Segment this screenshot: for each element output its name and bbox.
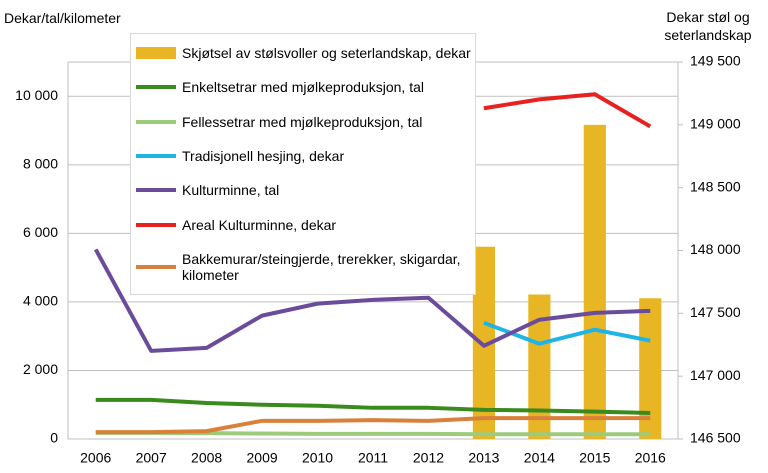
x-tick-label: 2011: [358, 450, 388, 466]
legend-swatch: [136, 119, 176, 124]
legend-item: Areal Kulturminne, dekar: [131, 217, 475, 233]
line: [483, 92, 652, 129]
legend-label: Enkeltsetrar med mjølkeproduksjon, tal: [182, 79, 424, 96]
y-tick-label: 0: [50, 430, 58, 446]
y-axis-title: Dekar/tal/kilometer: [4, 10, 121, 26]
legend-label: Tradisjonell hesjing, dekar: [182, 147, 345, 164]
legend-label: Bakkemurar/steingjerde, trerekker, skiga…: [182, 250, 461, 283]
x-tick-label: 2006: [80, 450, 111, 466]
legend-swatch: [136, 47, 176, 60]
legend-item: Fellessetrar med mjølkeproduksjon, tal: [131, 114, 475, 130]
x-tick-label: 2008: [191, 450, 222, 466]
legend-label: Fellessetrar med mjølkeproduksjon, tal: [182, 113, 423, 130]
x-tick-label: 2015: [579, 450, 610, 466]
legend-item: Bakkemurar/steingjerde, trerekker, skiga…: [131, 251, 475, 283]
legend-swatch: [136, 85, 176, 90]
bar: [583, 124, 606, 439]
y2-tick-label: 147 000: [690, 367, 741, 383]
x-tick-label: 2016: [635, 450, 666, 466]
legend-item: Enkeltsetrar med mjølkeproduksjon, tal: [131, 79, 475, 95]
legend-swatch: [136, 153, 176, 158]
line: [95, 416, 651, 435]
line: [95, 397, 651, 415]
y2-tick-label: 149 500: [690, 53, 741, 69]
legend-label: Kulturminne, tal: [182, 182, 280, 199]
legend-label: Areal Kulturminne, dekar: [182, 216, 337, 233]
legend-label: Skjøtsel av stølsvoller og seterlandskap…: [182, 45, 471, 62]
y-tick-label: 10 000: [15, 87, 58, 103]
x-tick-label: 2010: [302, 450, 333, 466]
x-tick-label: 2013: [468, 450, 499, 466]
x-tick-label: 2012: [413, 450, 444, 466]
y2-tick-label: 148 000: [690, 241, 741, 257]
legend: Skjøtsel av stølsvoller og seterlandskap…: [130, 33, 476, 295]
bar: [639, 298, 662, 439]
legend-swatch: [136, 222, 176, 227]
y2-tick-label: 146 500: [690, 430, 741, 446]
y-tick-label: 6 000: [23, 224, 58, 240]
y-tick-label: 8 000: [23, 156, 58, 172]
legend-item: Skjøtsel av stølsvoller og seterlandskap…: [131, 45, 475, 61]
y2-tick-label: 147 500: [690, 304, 741, 320]
legend-item: Kulturminne, tal: [131, 182, 475, 198]
y-tick-label: 2 000: [23, 361, 58, 377]
y2-tick-label: 148 500: [690, 178, 741, 194]
legend-swatch: [136, 264, 176, 269]
legend-item: Tradisjonell hesjing, dekar: [131, 148, 475, 164]
bar: [528, 294, 551, 439]
line: [93, 248, 651, 353]
x-tick-label: 2014: [524, 450, 555, 466]
bar: [472, 246, 495, 439]
legend-swatch: [136, 188, 176, 193]
y-tick-label: 4 000: [23, 293, 58, 309]
x-tick-label: 2009: [247, 450, 278, 466]
x-tick-label: 2007: [136, 450, 167, 466]
y2-tick-label: 149 000: [690, 116, 741, 132]
y2-axis-title: Dekar støl og seterlandskap: [664, 9, 752, 43]
